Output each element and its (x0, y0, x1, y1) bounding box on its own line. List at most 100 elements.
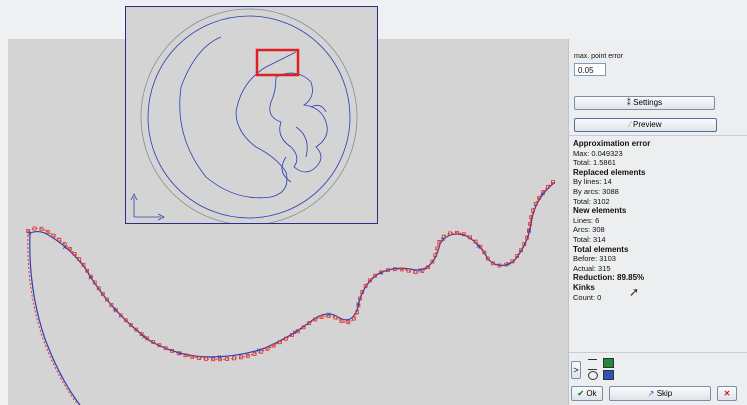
reduction-value: Reduction: 89.85% (573, 273, 645, 283)
point-marker (134, 327, 139, 332)
point-marker (537, 195, 542, 200)
point-marker (85, 268, 90, 273)
point-marker (420, 269, 425, 273)
skip-button[interactable]: ↗ Skip (609, 386, 711, 401)
arc-node-marker: × (476, 242, 481, 251)
point-marker (183, 353, 188, 358)
point-marker (39, 226, 44, 231)
point-marker (392, 267, 397, 272)
point-marker (225, 357, 229, 361)
point-marker (163, 346, 168, 351)
point-marker (339, 319, 344, 323)
point-marker (129, 323, 133, 327)
arc-node-marker: × (379, 268, 384, 277)
point-marker (468, 235, 472, 240)
point-marker (277, 340, 282, 345)
total-before: Before: 3103 (573, 254, 616, 264)
lines-icon (588, 359, 597, 370)
point-marker (413, 270, 418, 275)
replaced-elements-title: Replaced elements (573, 167, 646, 177)
total-actual: Actual: 315 (573, 263, 611, 273)
point-marker (363, 284, 368, 288)
arc-node-marker: × (441, 235, 446, 244)
preview-button[interactable]: ⁄ Preview (574, 118, 717, 132)
viewport-indicator (255, 48, 300, 77)
replaced-total: Total: 3102 (573, 196, 610, 206)
point-marker (313, 317, 318, 322)
point-marker (522, 242, 527, 247)
point-marker (72, 252, 77, 256)
point-marker (139, 332, 144, 336)
total-elements-title: Total elements (573, 244, 629, 254)
point-marker (551, 180, 555, 184)
point-marker (307, 321, 312, 326)
point-marker (515, 254, 519, 258)
overview-drawing (130, 8, 358, 226)
point-marker (45, 229, 50, 234)
point-marker (527, 229, 531, 233)
point-marker (346, 320, 351, 325)
statistics: Approximation error Max: 0.049323 Total:… (573, 139, 650, 302)
point-marker (435, 246, 440, 251)
replaced-lines: By lines: 14 (573, 177, 612, 187)
arc-node-marker: × (62, 243, 67, 252)
point-marker (504, 262, 509, 267)
point-marker (151, 340, 156, 344)
point-marker (478, 244, 483, 249)
arcs-icon (588, 371, 598, 380)
point-marker (145, 336, 150, 341)
point-marker (176, 351, 181, 356)
point-marker (51, 233, 56, 238)
point-marker (100, 292, 105, 296)
point-marker (510, 259, 515, 264)
point-marker (490, 261, 495, 266)
point-marker (271, 343, 276, 348)
settings-button[interactable]: ⁑ Settings (574, 96, 715, 110)
point-marker (67, 246, 72, 251)
point-marker (529, 215, 534, 220)
point-marker (533, 202, 538, 206)
point-marker (528, 222, 532, 226)
arc-node-marker: × (217, 353, 222, 362)
point-marker (357, 296, 362, 301)
new-elements-title: New elements (573, 206, 627, 216)
point-marker (62, 242, 67, 247)
point-marker (461, 232, 466, 237)
close-button[interactable]: ✕ (717, 386, 737, 401)
new-total: Total: 314 (573, 234, 606, 244)
point-marker (123, 318, 128, 323)
point-marker (319, 314, 324, 319)
arc-node-marker: × (112, 305, 117, 314)
lines-color-swatch[interactable] (603, 358, 614, 368)
point-marker (290, 333, 294, 337)
point-marker (373, 273, 378, 278)
point-marker (92, 280, 97, 285)
point-marker (252, 352, 257, 356)
max-point-error-input[interactable]: 0.05 (574, 63, 606, 76)
point-marker (385, 268, 390, 273)
overview-window[interactable] (125, 6, 378, 226)
point-marker (197, 356, 202, 360)
point-marker (497, 263, 502, 268)
arcs-color-swatch[interactable] (603, 370, 614, 380)
check-icon: ✔ (577, 389, 587, 398)
point-marker (545, 184, 550, 189)
point-marker (433, 253, 438, 258)
point-marker (426, 265, 431, 270)
point-marker (245, 353, 250, 358)
point-marker (430, 259, 435, 264)
point-marker (105, 297, 109, 302)
arc-node-marker: × (527, 226, 532, 235)
point-marker (473, 239, 478, 244)
point-marker (232, 356, 236, 361)
arc-node-marker: × (27, 229, 32, 238)
point-marker (399, 267, 404, 272)
approximation-error-title: Approximation error (573, 139, 651, 148)
expand-button[interactable]: > (571, 361, 581, 379)
ok-button[interactable]: ✔ Ok (571, 386, 603, 401)
arc-node-marker: × (141, 333, 146, 342)
point-marker (32, 226, 37, 231)
point-marker (114, 308, 118, 313)
point-marker (57, 237, 62, 242)
point-marker (157, 343, 162, 348)
